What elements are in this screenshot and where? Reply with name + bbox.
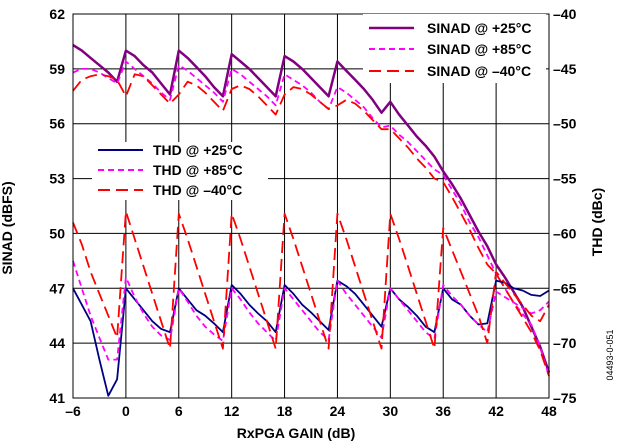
legend-label-sinad-25: SINAD @ +25°C bbox=[427, 20, 531, 36]
legend-label-thd-25: THD @ +25°C bbox=[153, 142, 243, 158]
series-lines bbox=[72, 44, 551, 397]
x-tick-label: 30 bbox=[383, 403, 399, 419]
series-line-thd-5 bbox=[72, 210, 550, 350]
x-tick-label: 6 bbox=[175, 403, 183, 419]
y2-tick-label: –75 bbox=[553, 390, 577, 406]
series-line-sinad-2 bbox=[72, 73, 550, 377]
series-line-sinad-0 bbox=[72, 44, 551, 373]
series-line-thd-3 bbox=[72, 279, 550, 397]
y2-tick-labels: –75 –70 –65 –60 –55 –50 –45 –40 bbox=[553, 6, 577, 406]
y-tick-label: 56 bbox=[49, 116, 65, 132]
x-tick-label: 18 bbox=[277, 403, 293, 419]
x-tick-label: 36 bbox=[435, 403, 451, 419]
x-tick-label: 24 bbox=[330, 403, 346, 419]
series-line-sinad-1 bbox=[72, 60, 550, 377]
y2-tick-label: –45 bbox=[553, 61, 577, 77]
x-tick-labels: –6 0 6 12 18 24 30 36 42 48 bbox=[65, 403, 557, 419]
y2-tick-label: –70 bbox=[553, 335, 577, 351]
legend-label-sinad-m40: SINAD @ –40°C bbox=[427, 63, 531, 79]
y-tick-label: 53 bbox=[49, 171, 65, 187]
legend-label-thd-m40: THD @ –40°C bbox=[153, 182, 242, 198]
y-axis-title: SINAD (dBFS) bbox=[0, 181, 15, 274]
y2-tick-label: –65 bbox=[553, 280, 577, 296]
y2-tick-label: –60 bbox=[553, 225, 577, 241]
x-axis-title: RxPGA GAIN (dB) bbox=[237, 425, 355, 441]
legend-sinad: SINAD @ +25°C SINAD @ +85°C SINAD @ –40°… bbox=[363, 14, 546, 83]
series-line-thd-4 bbox=[72, 260, 550, 361]
y2-tick-label: –50 bbox=[553, 116, 577, 132]
y2-tick-label: –55 bbox=[553, 171, 577, 187]
x-tick-label: 0 bbox=[122, 403, 130, 419]
y-tick-label: 59 bbox=[49, 61, 65, 77]
plot-frame bbox=[72, 13, 550, 399]
y-tick-label: 62 bbox=[49, 6, 65, 22]
legend-thd: THD @ +25°C THD @ +85°C THD @ –40°C bbox=[92, 142, 268, 200]
legend-label-sinad-85: SINAD @ +85°C bbox=[427, 41, 531, 57]
y-tick-labels: 41 44 47 50 53 56 59 62 bbox=[49, 6, 65, 406]
figure-id: 04493-0-051 bbox=[605, 329, 615, 380]
x-tick-label: –6 bbox=[65, 403, 81, 419]
x-tick-label: 48 bbox=[541, 403, 557, 419]
legend-label-thd-85: THD @ +85°C bbox=[153, 162, 243, 178]
y2-tick-label: –40 bbox=[553, 6, 577, 22]
y-tick-label: 50 bbox=[49, 225, 65, 241]
y-tick-label: 47 bbox=[49, 280, 65, 296]
y-tick-label: 44 bbox=[49, 335, 65, 351]
y-tick-label: 41 bbox=[49, 390, 65, 406]
x-tick-label: 12 bbox=[224, 403, 240, 419]
y2-axis-title: THD (dBc) bbox=[589, 188, 605, 256]
x-tick-label: 42 bbox=[488, 403, 504, 419]
